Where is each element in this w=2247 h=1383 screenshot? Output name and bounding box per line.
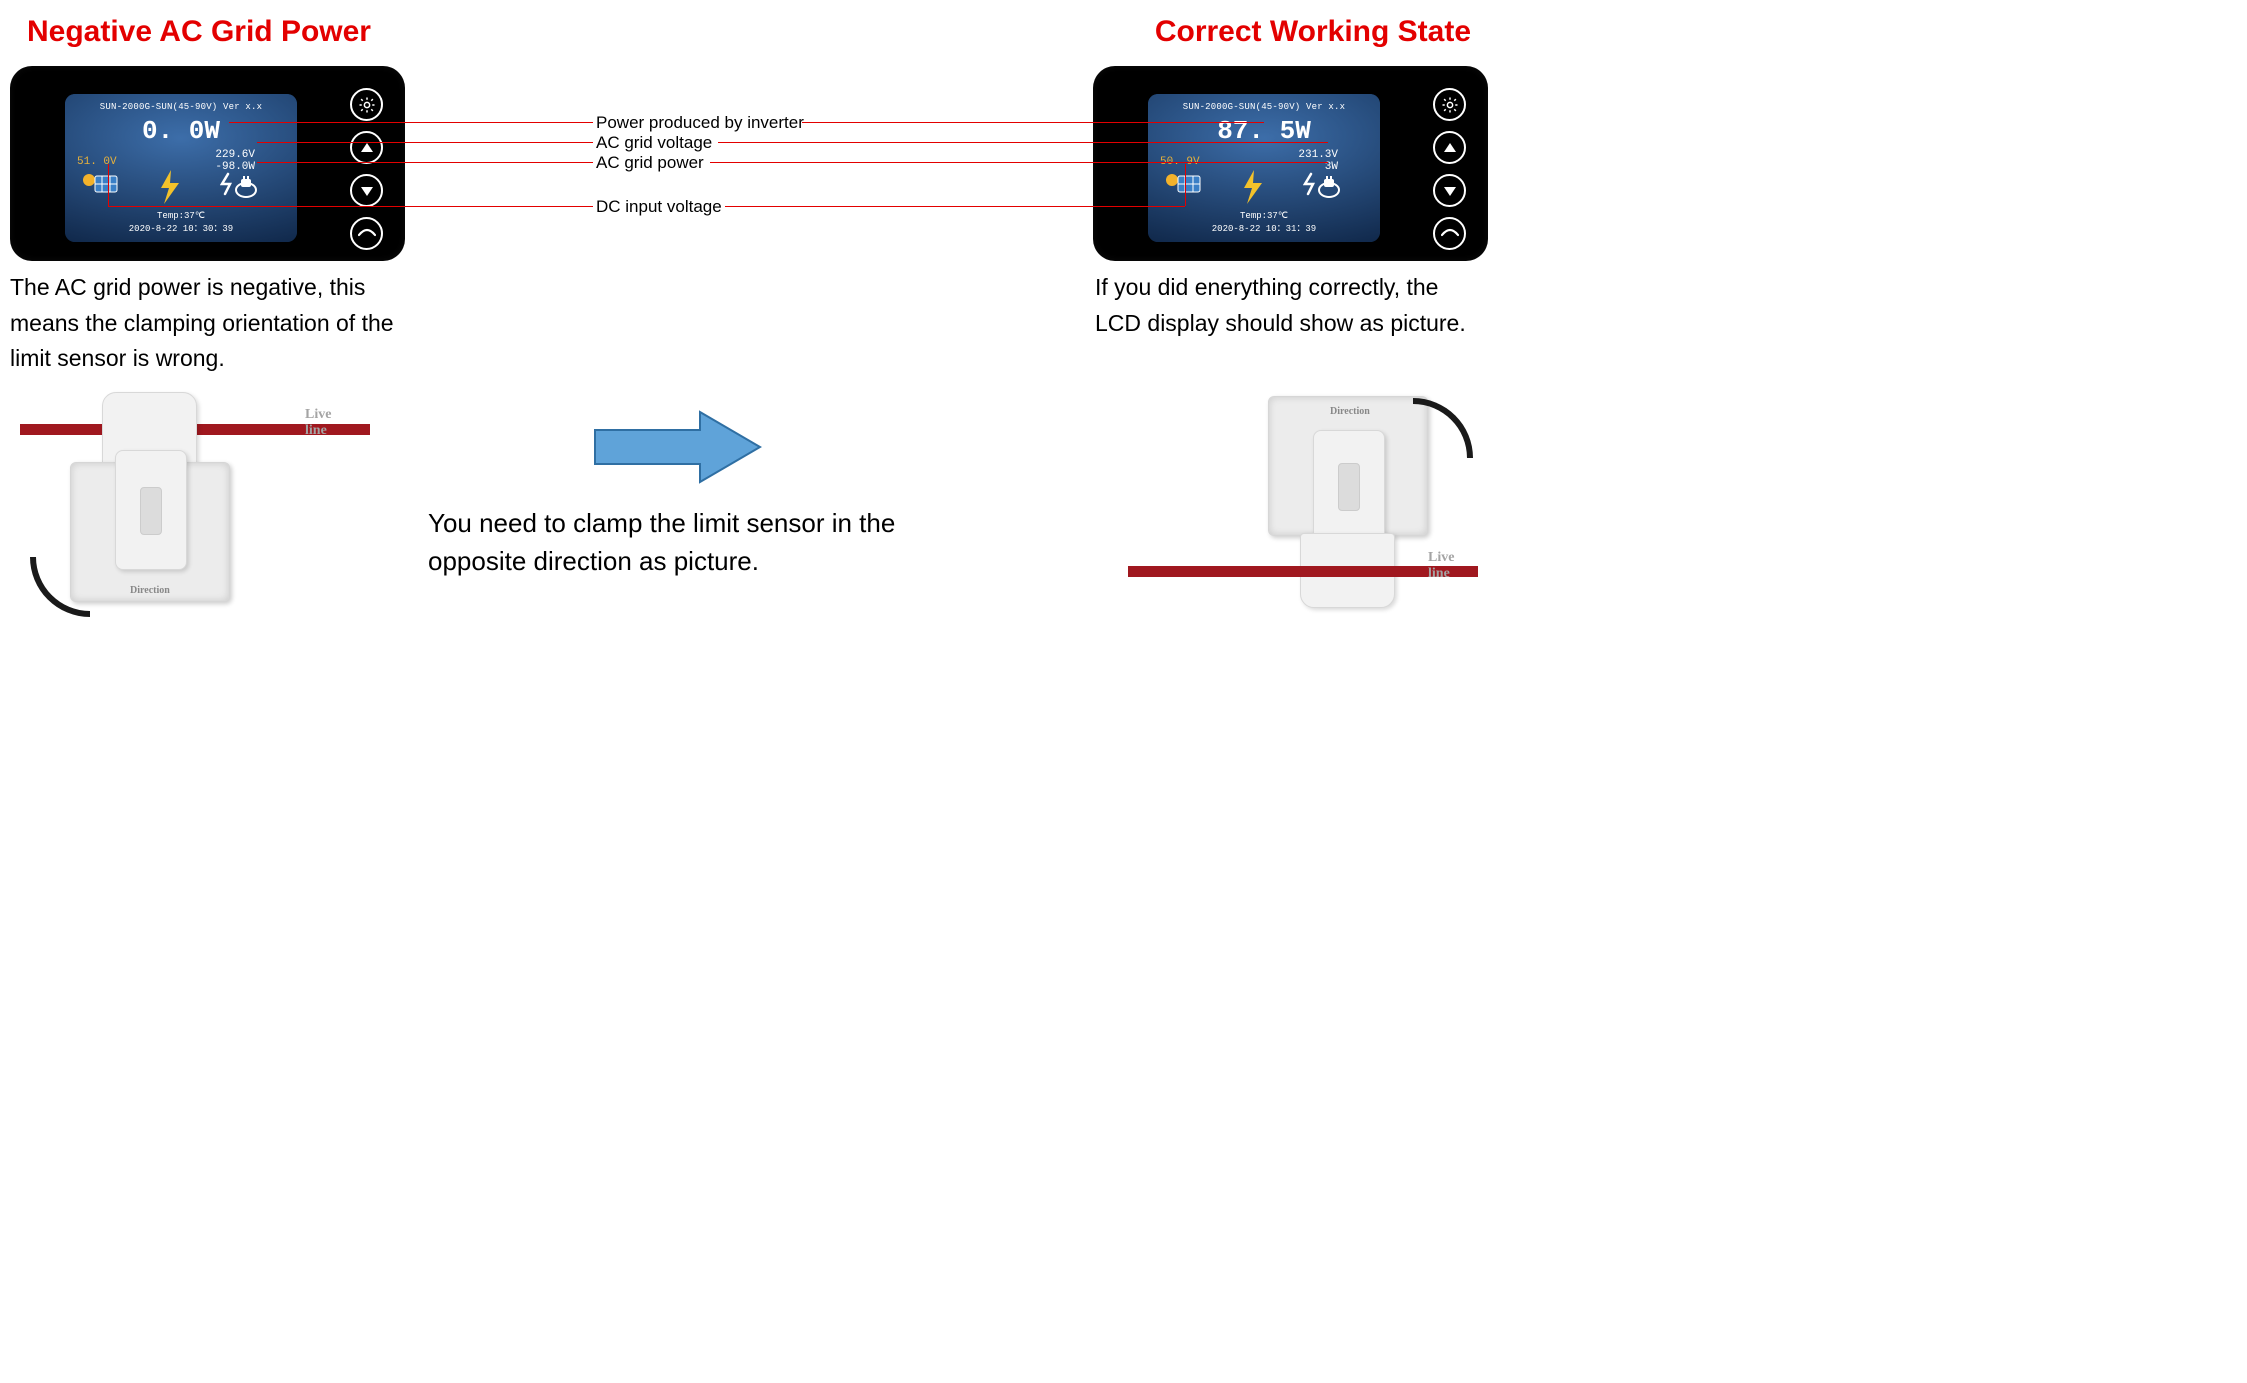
direction-label: Direction	[1330, 406, 1370, 417]
grid-plug-icon	[1303, 172, 1343, 207]
home-button[interactable]	[1433, 217, 1466, 250]
callout-line	[257, 142, 593, 143]
callout-power: Power produced by inverter	[596, 113, 804, 133]
device-right: SUN-2000G-SUN(45-90V) Ver x.x 87. 5W 231…	[1093, 66, 1488, 261]
callout-line	[802, 122, 1264, 123]
sensor-notch	[1338, 463, 1360, 511]
temp-value: Temp:37℃	[65, 211, 297, 221]
solar-panel-icon	[1164, 172, 1204, 205]
home-button[interactable]	[350, 217, 383, 250]
lightning-icon	[1240, 170, 1266, 209]
sensor-cable	[1413, 398, 1473, 458]
arrow-text: You need to clamp the limit sensor in th…	[428, 505, 908, 580]
right-description: If you did enerything correctly, the LCD…	[1095, 270, 1490, 341]
callout-line	[710, 162, 1328, 163]
live-line-bar	[1128, 566, 1478, 577]
sensor-right: Direction Live line	[1258, 388, 1438, 618]
grid-plug-icon	[220, 172, 260, 207]
sensor-notch	[140, 487, 162, 535]
callout-line-vert	[1185, 164, 1186, 206]
lightning-icon	[157, 170, 183, 209]
dc-voltage-value: 51. 0V	[77, 156, 117, 168]
callout-line	[229, 122, 593, 123]
callout-line-vert	[108, 164, 109, 206]
button-column	[350, 88, 383, 250]
model-line: SUN-2000G-SUN(45-90V) Ver x.x	[1148, 102, 1380, 112]
callout-line	[725, 206, 1185, 207]
ac-voltage-value: 229.6V	[215, 149, 255, 161]
settings-button[interactable]	[1433, 88, 1466, 121]
model-line: SUN-2000G-SUN(45-90V) Ver x.x	[65, 102, 297, 112]
up-button[interactable]	[1433, 131, 1466, 164]
button-column	[1433, 88, 1466, 250]
down-button[interactable]	[1433, 174, 1466, 207]
callout-ac-power: AC grid power	[596, 153, 704, 173]
settings-button[interactable]	[350, 88, 383, 121]
live-line-label: Live line	[1428, 550, 1454, 582]
solar-panel-icon	[81, 172, 121, 205]
lcd-screen-right: SUN-2000G-SUN(45-90V) Ver x.x 87. 5W 231…	[1148, 94, 1380, 242]
callout-line	[718, 142, 1328, 143]
device-left: SUN-2000G-SUN(45-90V) Ver x.x 0. 0W 229.…	[10, 66, 405, 261]
lcd-screen-left: SUN-2000G-SUN(45-90V) Ver x.x 0. 0W 229.…	[65, 94, 297, 242]
up-button[interactable]	[350, 131, 383, 164]
left-description: The AC grid power is negative, this mean…	[10, 270, 430, 377]
sensor-cable	[30, 557, 90, 617]
callout-line	[257, 162, 593, 163]
datetime-value: 2020-8-22 10：30：39	[65, 221, 297, 234]
callout-ac-voltage: AC grid voltage	[596, 133, 712, 153]
direction-label: Direction	[130, 585, 170, 596]
ac-voltage-value: 231.3V	[1298, 149, 1338, 161]
temp-value: Temp:37℃	[1148, 211, 1380, 221]
sensor-left: Live line Direction	[60, 392, 240, 622]
live-line-label: Live line	[305, 407, 331, 439]
down-button[interactable]	[350, 174, 383, 207]
callout-dc-voltage: DC input voltage	[596, 197, 722, 217]
left-title: Negative AC Grid Power	[27, 15, 371, 49]
right-title: Correct Working State	[1155, 15, 1471, 49]
datetime-value: 2020-8-22 10：31：39	[1148, 221, 1380, 234]
arrow-icon	[590, 402, 770, 497]
callout-line	[108, 206, 593, 207]
